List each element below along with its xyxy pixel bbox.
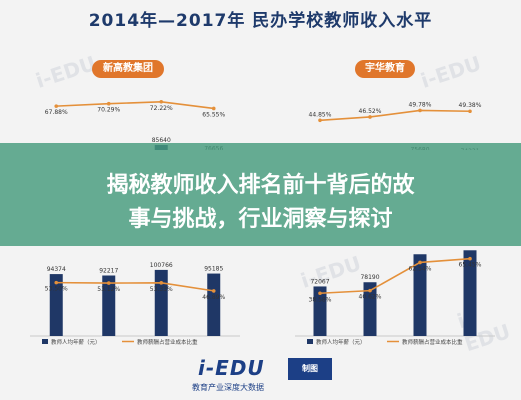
line-point	[54, 104, 59, 108]
chart-panel: 5553061678756807423144.85%46.52%49.78%49…	[285, 88, 505, 229]
line-point	[318, 118, 322, 123]
legend-label: 教师薪酬占营业成本比重	[137, 338, 198, 346]
footer-logo: i-EDU 制图 教育产业深度大数据	[170, 356, 360, 396]
line-value-label: 46.52%	[359, 108, 382, 115]
bar	[102, 275, 116, 336]
bar-value-label: 100766	[150, 262, 173, 269]
logo-tagline: 教育产业深度大数据	[192, 383, 264, 392]
line-value-label: 70.29%	[97, 107, 120, 114]
legend-label: 教师人均年薪（元）	[51, 338, 101, 346]
line-value-label: 53.12%	[97, 286, 120, 293]
line-point	[159, 281, 164, 285]
bar	[49, 274, 63, 336]
bar	[313, 286, 327, 336]
bar-value-label: 94374	[47, 266, 66, 273]
line-value-label: 53.33%	[150, 286, 173, 293]
chart-svg: 94374 92217 100766 95185 53.50% 53.12% 53.33% 4…	[30, 262, 240, 346]
line-value-label: 65.45%	[459, 262, 482, 269]
chart-panel: 72067 78190 124684 38.58% 40.62% 62.54% 65.45%…	[285, 242, 505, 348]
line-value-label: 38.58%	[309, 296, 332, 303]
headline-banner: 揭秘教师收入排名前十背后的故 事与挑战，行业洞察与探讨	[0, 143, 521, 246]
chart-title-pill: 宇华教育	[355, 60, 415, 78]
logo-text: i-EDU	[198, 356, 265, 380]
bar	[207, 273, 221, 336]
chart-panel: 94374 92217 100766 95185 53.50% 53.12% 53.33% 4…	[20, 248, 250, 348]
line-point	[368, 288, 372, 293]
headline-line-2: 事与挑战，行业洞察与探讨	[128, 207, 393, 232]
line-value-label: 49.78%	[409, 101, 432, 108]
line-point	[211, 289, 216, 293]
logo-badge: 制图	[288, 358, 332, 380]
bar	[463, 250, 477, 336]
bar	[413, 254, 427, 336]
line-value-label: 65.55%	[202, 111, 225, 118]
bar-value-label: 72067	[310, 278, 329, 285]
page-title: 2014年—2017年 民办学校教师收入水平	[88, 11, 433, 31]
line-value-label: 40.62%	[359, 294, 382, 301]
watermark: i-EDU	[32, 51, 99, 93]
chart-panel: 5642167027856407665667.88%70.29%72.22%65…	[20, 88, 250, 229]
legend-swatch-bar	[42, 339, 48, 344]
legend-label: 教师人均年薪（元）	[316, 338, 366, 346]
series-line	[319, 257, 471, 295]
bar	[154, 269, 168, 336]
chart-svg: 5553061678756807423144.85%46.52%49.78%49…	[295, 101, 495, 229]
headline-line-1: 揭秘教师收入排名前十背后的故	[106, 173, 415, 198]
chart-svg: 5642167027856407665667.88%70.29%72.22%65…	[30, 99, 240, 229]
series-line	[319, 109, 471, 122]
line-value-label: 44.85%	[309, 111, 332, 118]
line-point	[468, 256, 472, 261]
line-point	[159, 99, 164, 104]
bar-value-label: 92217	[99, 268, 118, 275]
line-value-label: 46.89%	[202, 294, 225, 301]
line-point	[211, 106, 216, 111]
bar-value-label: 124684	[459, 248, 482, 249]
series-line	[56, 100, 214, 110]
bar-value-label: 95185	[204, 266, 223, 273]
bar-value-label: 85640	[152, 137, 171, 144]
line-point	[418, 108, 422, 113]
line-value-label: 53.50%	[45, 286, 68, 293]
chart-title-pill: 新高教集团	[92, 60, 164, 78]
line-value-label: 72.22%	[150, 105, 173, 112]
line-point	[54, 280, 59, 285]
watermark: i-EDU	[417, 51, 484, 93]
line-point	[418, 260, 422, 265]
legend-label: 教师薪酬占营业成本比重	[402, 338, 463, 346]
line-value-label: 67.88%	[45, 109, 68, 116]
line-point	[318, 291, 322, 296]
line-point	[368, 115, 372, 119]
line-value-label: 62.54%	[409, 265, 432, 272]
line-value-label: 49.38%	[459, 102, 482, 109]
line-point	[106, 281, 111, 285]
bar	[363, 282, 377, 336]
line-point	[468, 109, 472, 114]
bar-value-label: 78190	[360, 274, 379, 281]
line-point	[106, 101, 111, 106]
series-line	[56, 281, 214, 292]
legend-swatch-bar	[307, 339, 313, 344]
chart-svg: 72067 78190 124684 38.58% 40.62% 62.54% 65.45%…	[295, 242, 495, 346]
